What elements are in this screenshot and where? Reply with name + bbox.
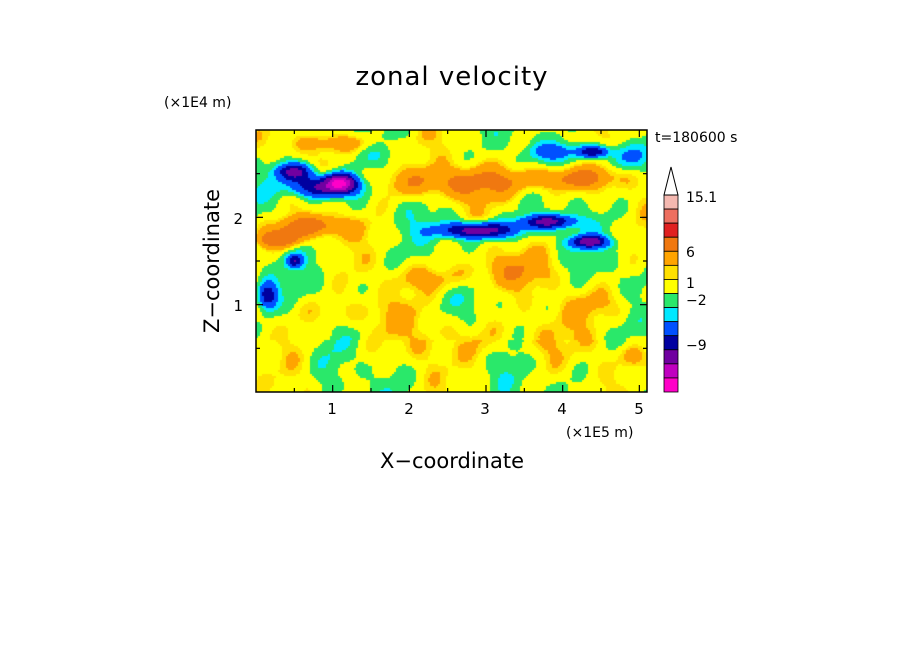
x-unit-label: (×1E5 m) xyxy=(566,425,633,441)
colorbar-segment xyxy=(663,194,679,210)
colorbar-segment xyxy=(663,307,679,323)
colorbar xyxy=(663,166,679,393)
colorbar-segment xyxy=(663,222,679,238)
chart-title: zonal velocity xyxy=(355,62,548,92)
x-tick-label: 4 xyxy=(557,400,567,418)
x-tick-label: 2 xyxy=(404,400,414,418)
colorbar-segment xyxy=(663,377,679,393)
y-tick-label: 1 xyxy=(233,297,243,315)
colorbar-segment xyxy=(663,250,679,266)
colorbar-label: 6 xyxy=(686,245,695,261)
y-axis-ticks xyxy=(256,173,647,349)
colorbar-segment xyxy=(663,335,679,351)
colorbar-label: −9 xyxy=(686,338,707,354)
colorbar-segment xyxy=(663,293,679,308)
colorbar-segment xyxy=(663,349,679,365)
x-axis-label: X−coordinate xyxy=(380,449,524,473)
y-axis-label: Z−coordinate xyxy=(200,189,224,333)
colorbar-label: −2 xyxy=(686,293,707,309)
colorbar-segment xyxy=(663,321,679,337)
y-tick-label: 2 xyxy=(233,210,243,228)
colorbar-segment xyxy=(663,363,679,379)
colorbar-extend-arrow xyxy=(663,166,679,196)
x-tick-label: 1 xyxy=(327,400,337,418)
x-axis-ticks xyxy=(293,130,640,392)
y-unit-label: (×1E4 m) xyxy=(164,95,231,111)
colorbar-label: 15.1 xyxy=(686,190,717,206)
colorbar-segment xyxy=(663,279,679,294)
x-tick-label: 3 xyxy=(480,400,490,418)
colorbar-segment xyxy=(663,208,679,224)
field-container xyxy=(256,130,647,392)
colorbar-segment xyxy=(663,236,679,252)
x-tick-label: 5 xyxy=(634,400,644,418)
colorbar-label: 1 xyxy=(686,276,695,292)
time-label: t=180600 s xyxy=(655,130,737,146)
velocity-field xyxy=(256,130,647,392)
colorbar-segment xyxy=(663,264,679,280)
